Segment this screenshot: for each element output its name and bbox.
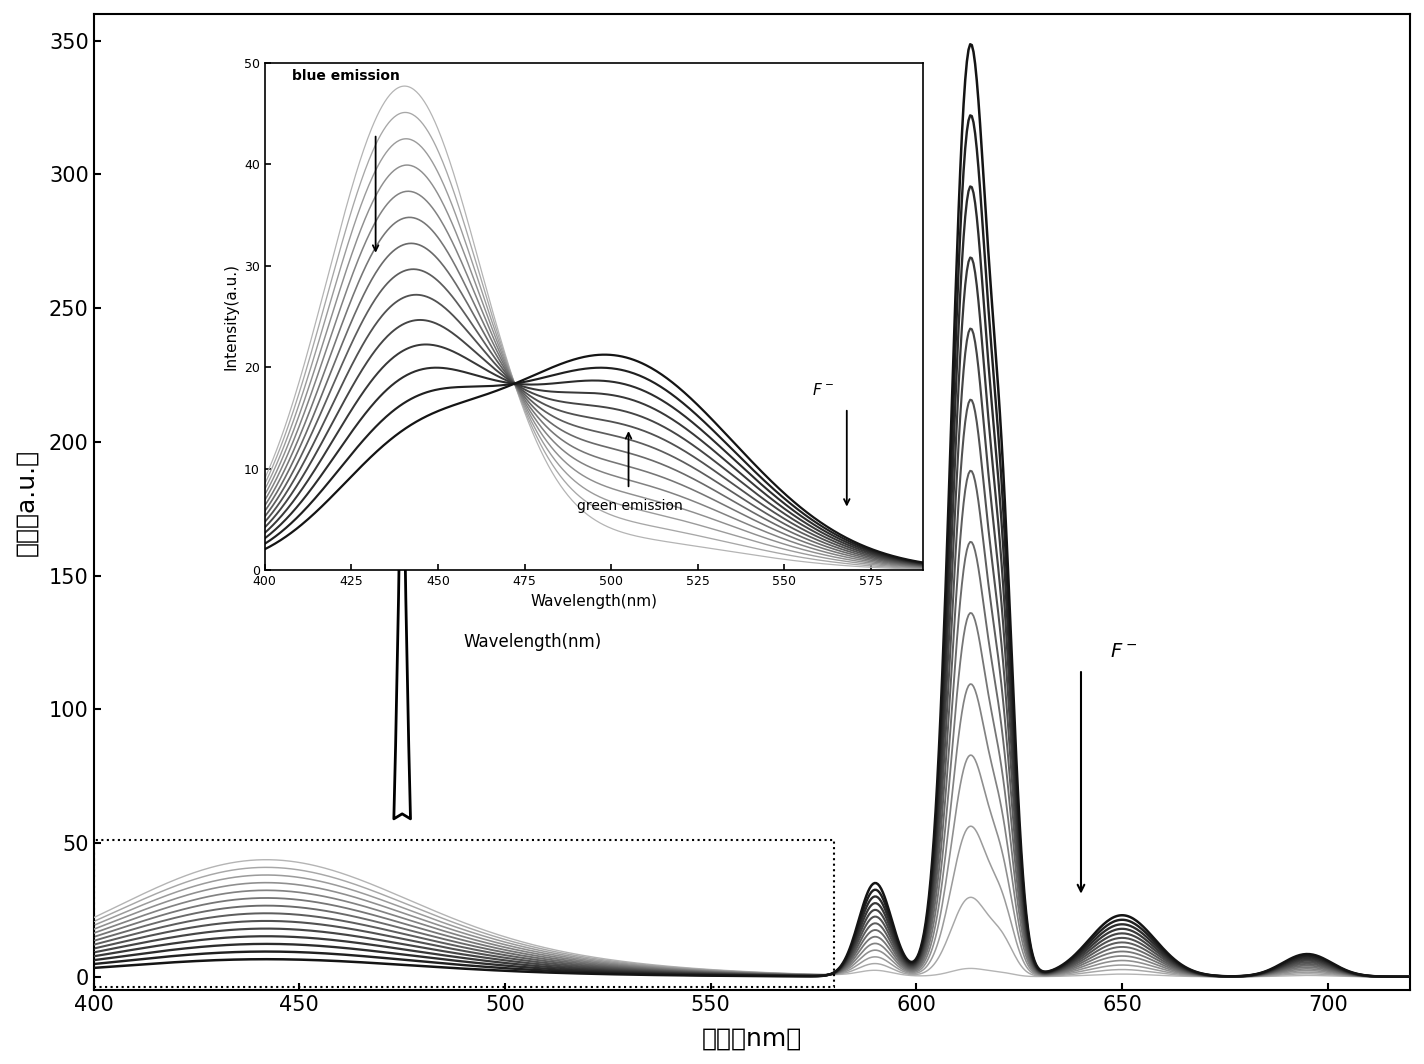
Y-axis label: 强度（a.u.）: 强度（a.u.）	[14, 448, 38, 555]
X-axis label: 波长（nm）: 波长（nm）	[702, 1026, 802, 1050]
Bar	[94, 841, 834, 987]
Text: $F^-$: $F^-$	[1109, 643, 1136, 661]
Text: Wavelength(nm): Wavelength(nm)	[464, 633, 602, 651]
